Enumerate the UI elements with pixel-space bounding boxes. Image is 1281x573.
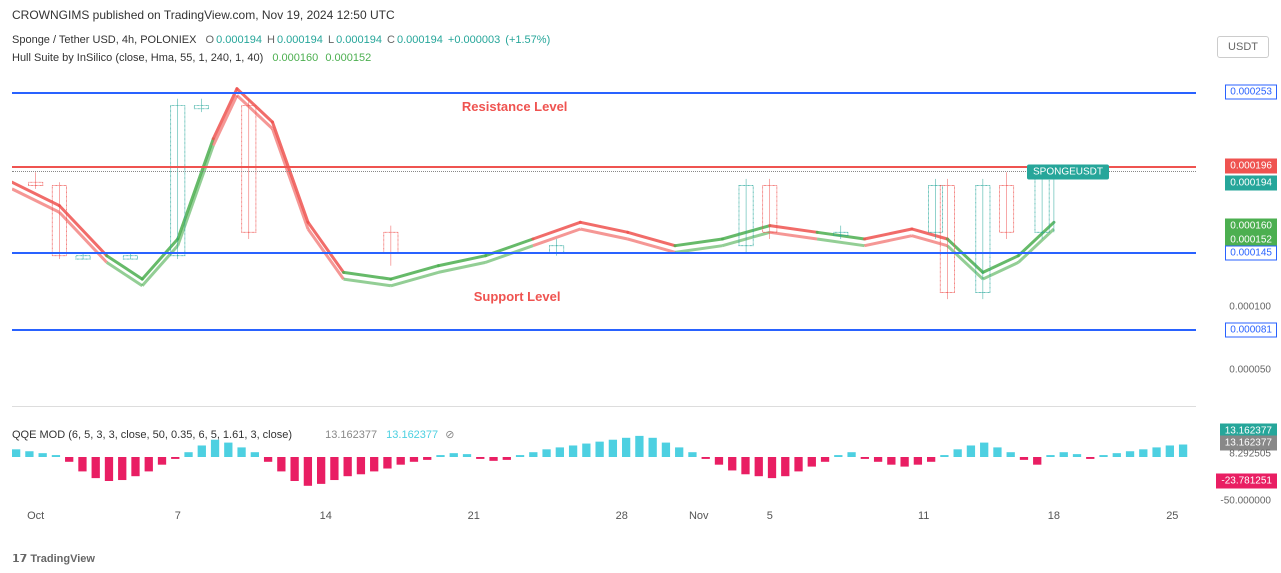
footer-brand: 𝟭𝟳 TradingView	[12, 552, 95, 565]
osc-y-label: 8.292505	[1229, 448, 1271, 459]
c-label: C	[387, 34, 395, 46]
o-value: 0.000194	[216, 34, 262, 46]
x-label: 21	[468, 510, 480, 522]
x-label: 7	[175, 510, 181, 522]
chart-svg	[12, 72, 1196, 406]
c-value: 0.000194	[397, 34, 443, 46]
osc-y-label: -23.781251	[1216, 474, 1277, 489]
main-chart[interactable]: Resistance Level Support Level SPONGEUSD…	[12, 72, 1196, 407]
x-axis: Oct 7 14 21 28 Nov 5 11 18 25	[12, 510, 1196, 530]
horizontal-line	[12, 171, 1196, 172]
symbol-pair: Sponge / Tether USD, 4h, POLONIEX	[12, 34, 196, 46]
x-label: 11	[918, 510, 929, 522]
main-y-axis: 0.0002530.0001960.0001940.0001600.000152…	[1196, 72, 1281, 407]
x-label: Nov	[689, 510, 709, 522]
symbol-info-bar: Sponge / Tether USD, 4h, POLONIEX O0.000…	[0, 30, 1281, 50]
x-label: 28	[616, 510, 628, 522]
symbol-badge: SPONGEUSDT	[1027, 165, 1109, 180]
osc-cross: ⊘	[445, 429, 454, 441]
header-publisher: CROWNGIMS published on TradingView.com, …	[0, 0, 1281, 30]
l-label: L	[328, 34, 334, 46]
y-label: 0.000253	[1225, 85, 1277, 100]
quote-currency-badge[interactable]: USDT	[1217, 36, 1269, 58]
h-value: 0.000194	[277, 34, 323, 46]
h-label: H	[267, 34, 275, 46]
oscillator-info: QQE MOD (6, 5, 3, 3, close, 50, 0.35, 6,…	[12, 428, 454, 441]
support-annotation: Support Level	[474, 289, 561, 304]
x-label: 5	[767, 510, 773, 522]
horizontal-line	[12, 329, 1196, 331]
horizontal-line	[12, 92, 1196, 94]
osc-y-axis: 13.16237713.1623778.292505-23.781251-50.…	[1196, 425, 1281, 505]
y-label: 0.000196	[1225, 158, 1277, 173]
y-label: 0.000145	[1225, 245, 1277, 260]
change-value: +0.000003	[448, 34, 500, 46]
x-label: Oct	[27, 510, 44, 522]
indicator-info: Hull Suite by InSilico (close, Hma, 55, …	[0, 50, 1281, 66]
osc-v2: 13.162377	[386, 429, 438, 441]
x-label: 18	[1048, 510, 1060, 522]
osc-y-label: -50.000000	[1220, 496, 1271, 507]
osc-name: QQE MOD (6, 5, 3, 3, close, 50, 0.35, 6,…	[12, 429, 292, 441]
x-label: 14	[320, 510, 332, 522]
y-label: 0.000100	[1229, 301, 1271, 312]
indicator-v2: 0.000152	[325, 52, 371, 64]
o-label: O	[206, 34, 215, 46]
indicator-v1: 0.000160	[272, 52, 318, 64]
horizontal-line	[12, 166, 1196, 168]
resistance-annotation: Resistance Level	[462, 99, 568, 114]
l-value: 0.000194	[336, 34, 382, 46]
x-label: 25	[1166, 510, 1178, 522]
y-label: 0.000194	[1225, 175, 1277, 190]
horizontal-line	[12, 252, 1196, 254]
change-pct: (+1.57%)	[505, 34, 550, 46]
y-label: 0.000081	[1225, 322, 1277, 337]
y-label: 0.000050	[1229, 365, 1271, 376]
indicator-name: Hull Suite by InSilico (close, Hma, 55, …	[12, 52, 263, 64]
osc-v1: 13.162377	[325, 429, 377, 441]
